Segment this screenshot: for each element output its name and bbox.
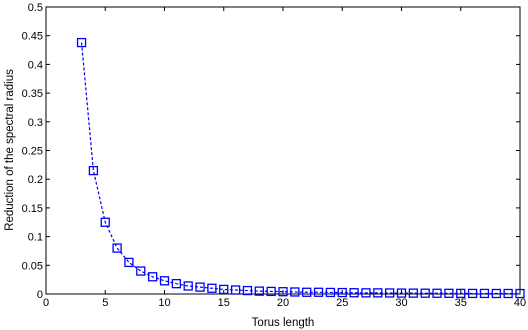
x-tick-label: 15 [218,297,230,309]
data-point-marker [337,287,347,298]
data-point-marker [302,287,312,297]
data-point-marker [76,37,87,48]
data-point-marker [491,288,501,299]
data-point-marker [219,284,229,295]
data-point-marker [124,257,134,268]
y-tick-label: 0.25 [22,146,43,158]
data-point-marker [266,286,276,297]
x-tick-label: 35 [455,297,467,309]
data-point-marker [136,266,146,276]
data-point-marker [171,279,182,289]
data-point-marker [479,288,490,299]
y-axis-label: Reduction of the spectral radius [4,69,16,231]
x-tick-label: 20 [277,297,289,309]
y-tick-label: 0 [37,289,43,301]
data-point-marker [349,288,359,298]
series-line [80,42,521,295]
data-point-marker [230,285,241,295]
y-tick-label: 0.2 [28,174,43,186]
data-point-marker [467,288,478,299]
data-point-marker [408,288,419,298]
data-point-marker [444,288,454,298]
y-tick-label: 0.05 [22,260,43,272]
y-tick-label: 0.45 [22,31,43,43]
data-point-marker [361,288,371,298]
y-tick-label: 0.3 [28,117,43,129]
data-point-marker [100,217,110,227]
data-point-marker [242,285,253,296]
data-point-marker [290,287,300,297]
data-point-marker [112,243,122,253]
data-point-marker [278,287,288,297]
data-point-marker [159,276,170,286]
data-point-marker [313,287,324,297]
x-tick-label: 0 [43,297,49,309]
x-axis-label: Torus length [252,317,315,329]
plot-area [45,6,521,295]
x-tick-label: 5 [102,297,108,309]
y-tick-label: 0.15 [22,203,43,215]
x-tick-label: 10 [158,297,170,309]
series-markers [76,37,525,299]
y-axis: 0 0.05 0.1 0.15 0.2 0.25 0.3 0.35 0.4 0.45 0.5 [22,2,520,301]
data-point-marker [515,288,525,299]
y-tick-label: 0.35 [22,88,43,100]
x-tick-label: 30 [395,297,407,309]
data-point-marker [456,288,466,299]
data-point-marker [88,165,99,176]
data-point-marker [384,288,395,298]
data-point-marker [183,281,193,291]
data-point-marker [420,288,430,298]
y-tick-label: 0.5 [28,2,43,14]
y-tick-label: 0.1 [28,232,43,244]
x-tick-label: 25 [336,297,348,309]
y-tick-label: 0.4 [28,59,43,71]
data-point-marker [254,286,264,296]
data-point-marker [396,288,407,298]
data-point-marker [325,287,336,298]
data-point-marker [373,288,383,298]
data-point-marker [503,288,513,299]
data-point-marker [147,272,158,282]
data-point-marker [207,283,217,293]
x-tick-label: 40 [514,297,526,309]
x-axis: 0 5 10 15 20 25 30 35 40 [43,7,526,309]
data-point-marker [195,282,205,292]
data-point-marker [432,288,442,298]
